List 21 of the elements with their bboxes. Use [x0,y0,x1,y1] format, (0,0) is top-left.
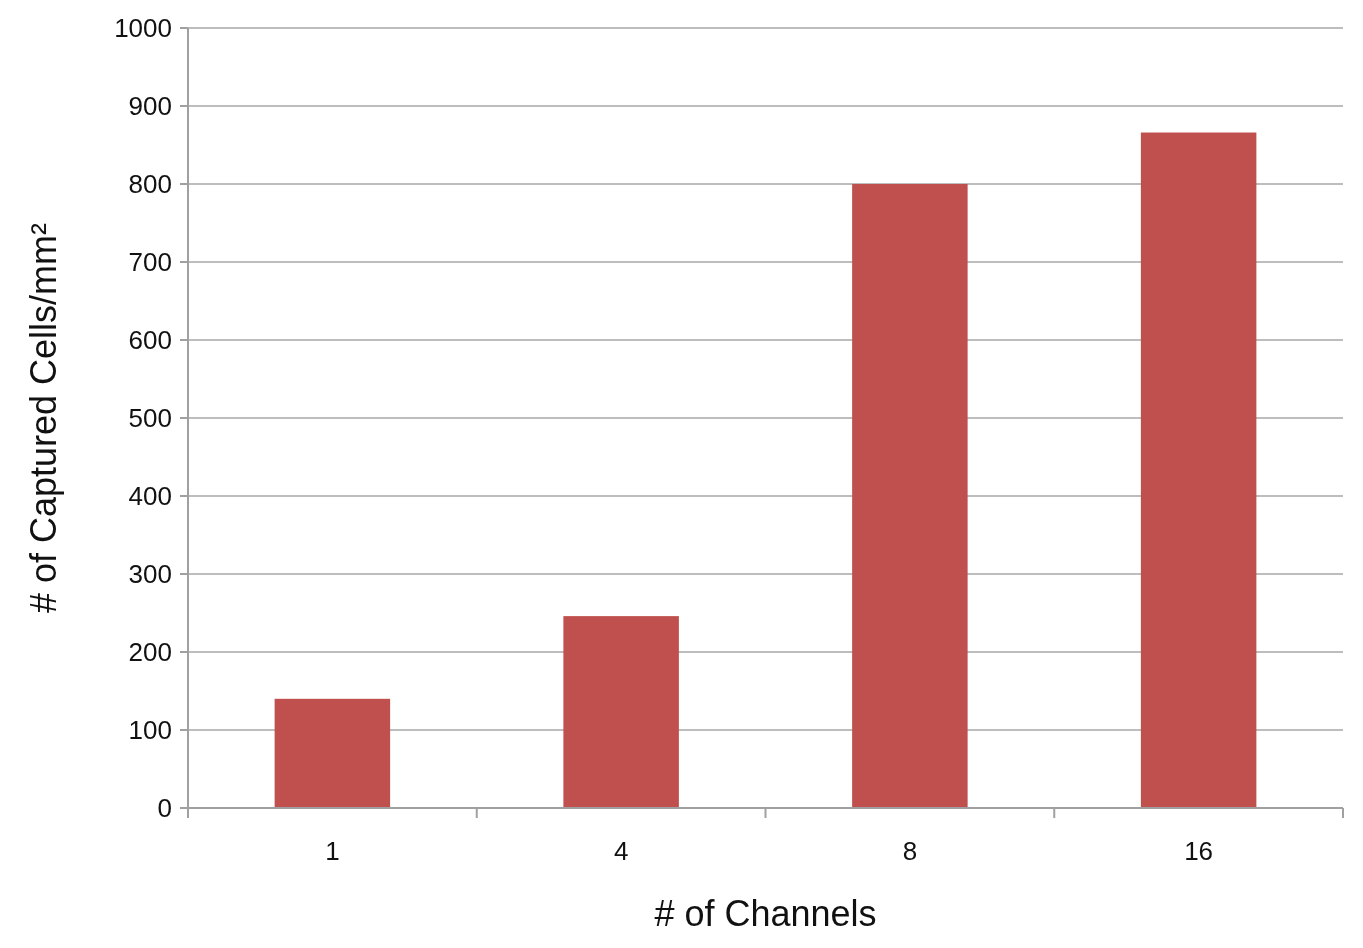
y-tick-label: 200 [128,637,172,668]
x-tick-label: 1 [325,836,340,866]
y-tick-label: 100 [128,715,172,746]
y-tick-label: 800 [128,169,172,200]
x-tick-label: 4 [613,836,629,866]
y-tick-label: 600 [128,325,172,356]
x-axis-title: # of Channels [654,893,877,934]
bar [1140,132,1257,808]
x-tick-label: 8 [902,836,918,866]
y-tick-label: 900 [128,91,172,122]
y-tick-label: 500 [128,403,172,434]
y-tick-label: 700 [128,247,172,278]
bar [852,184,968,808]
bar [274,698,391,808]
y-tick-label: 0 [157,793,172,824]
y-tick-label: 400 [128,481,172,512]
y-axis-title: # of Captured Cells/mm² [23,222,64,614]
y-tick-label: 1000 [114,13,172,44]
y-tick-label: 300 [128,559,172,590]
bar [563,616,679,808]
x-tick-label: 16 [1184,836,1214,866]
